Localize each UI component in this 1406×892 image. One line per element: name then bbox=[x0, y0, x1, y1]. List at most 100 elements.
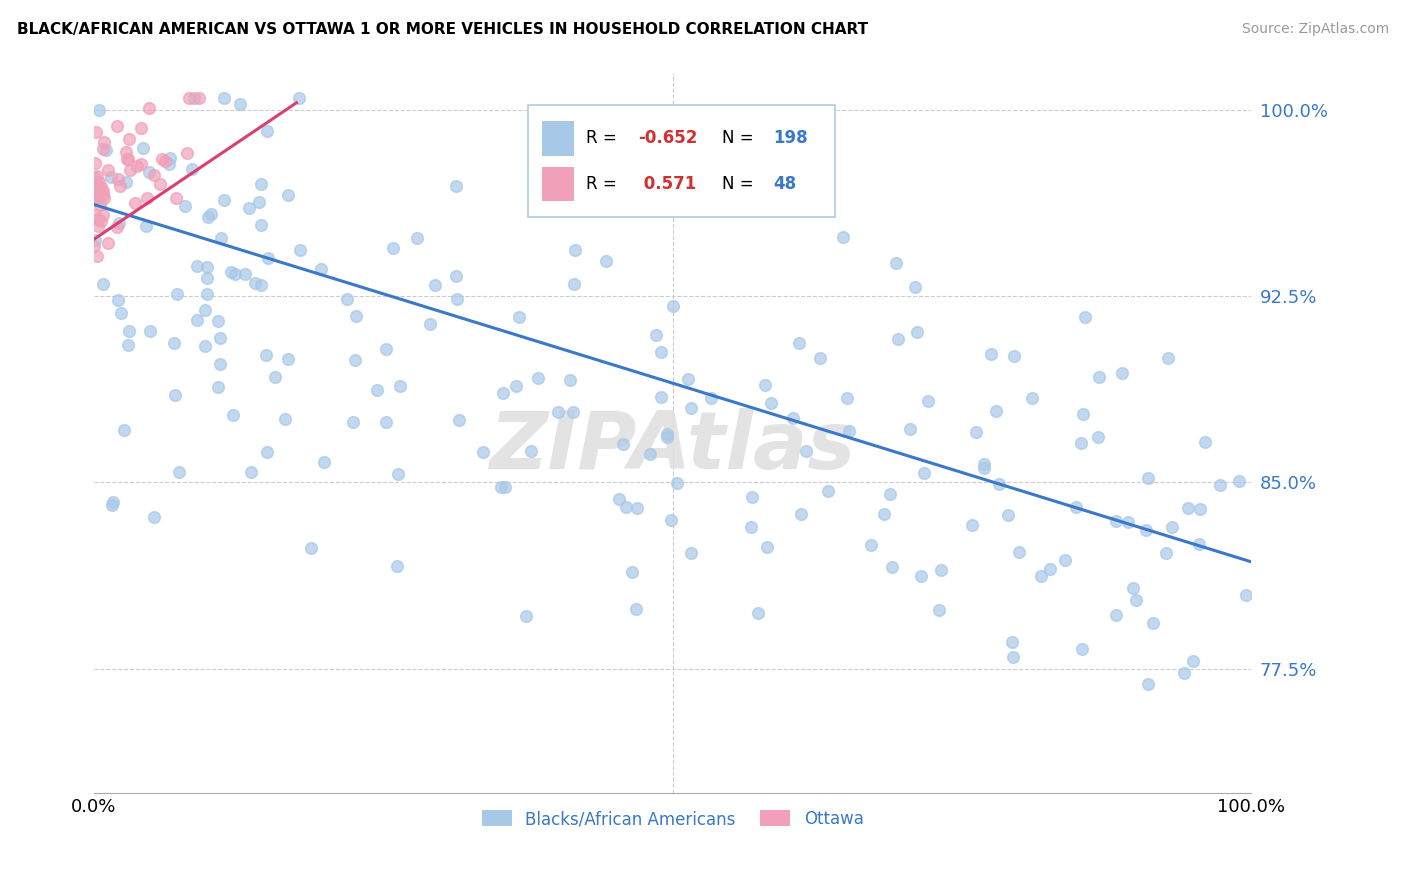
Point bbox=[761, 395, 783, 409]
Point bbox=[444, 268, 467, 283]
Point bbox=[1157, 351, 1180, 365]
Text: ZIPAtlas: ZIPAtlas bbox=[489, 409, 856, 486]
Point bbox=[1177, 501, 1199, 516]
Point bbox=[100, 170, 122, 185]
FancyBboxPatch shape bbox=[529, 105, 835, 217]
Point bbox=[105, 119, 128, 133]
Point bbox=[118, 132, 141, 146]
Point bbox=[97, 162, 120, 177]
Point bbox=[638, 447, 661, 461]
Point bbox=[960, 517, 983, 532]
Point bbox=[1029, 569, 1052, 583]
Point bbox=[112, 423, 135, 437]
Point bbox=[183, 91, 205, 105]
Point bbox=[973, 457, 995, 471]
Point bbox=[165, 190, 187, 204]
Point bbox=[89, 197, 111, 211]
Point bbox=[679, 401, 702, 415]
Point bbox=[886, 333, 908, 347]
Point bbox=[980, 347, 1002, 361]
Bar bbox=[541, 121, 574, 156]
Point bbox=[153, 154, 176, 169]
Point bbox=[614, 500, 637, 514]
Point bbox=[904, 280, 927, 294]
Point bbox=[89, 190, 111, 204]
Point bbox=[245, 276, 267, 290]
Point bbox=[209, 231, 232, 245]
Point bbox=[129, 157, 152, 171]
Point bbox=[83, 179, 105, 194]
Point bbox=[917, 393, 939, 408]
Point bbox=[200, 207, 222, 221]
Point bbox=[142, 168, 165, 182]
Point bbox=[1227, 475, 1250, 489]
Point bbox=[1173, 665, 1195, 680]
Point bbox=[131, 120, 153, 135]
Point bbox=[254, 348, 277, 362]
Point bbox=[83, 208, 105, 222]
Point bbox=[471, 445, 494, 459]
Text: -0.652: -0.652 bbox=[638, 129, 697, 147]
Point bbox=[444, 178, 467, 193]
Point bbox=[115, 145, 138, 159]
Point bbox=[679, 546, 702, 560]
Point bbox=[676, 371, 699, 385]
Point bbox=[125, 159, 148, 173]
Point bbox=[1021, 391, 1043, 405]
Point bbox=[1039, 562, 1062, 576]
Point bbox=[157, 157, 180, 171]
Point bbox=[1135, 523, 1157, 537]
Point bbox=[697, 129, 720, 144]
Point bbox=[910, 568, 932, 582]
Point bbox=[495, 480, 517, 494]
Point bbox=[186, 260, 208, 274]
Point bbox=[195, 271, 218, 285]
Point bbox=[754, 377, 776, 392]
Point bbox=[406, 231, 429, 245]
Point bbox=[900, 422, 922, 436]
Point bbox=[256, 252, 278, 266]
Point bbox=[207, 314, 229, 328]
Point bbox=[139, 324, 162, 338]
Point bbox=[194, 339, 217, 353]
Point bbox=[277, 187, 299, 202]
Point bbox=[263, 369, 285, 384]
Point bbox=[489, 480, 512, 494]
Point bbox=[1137, 676, 1160, 690]
Point bbox=[997, 508, 1019, 522]
Point bbox=[197, 260, 219, 274]
Point bbox=[342, 415, 364, 429]
Point bbox=[91, 208, 114, 222]
Point bbox=[564, 243, 586, 257]
Point bbox=[1189, 502, 1212, 516]
Point bbox=[782, 411, 804, 425]
Point bbox=[1008, 545, 1031, 559]
Point bbox=[86, 169, 108, 184]
Point bbox=[879, 487, 901, 501]
Point bbox=[562, 405, 585, 419]
Point bbox=[929, 563, 952, 577]
Point bbox=[382, 241, 405, 255]
Point bbox=[224, 267, 246, 281]
Point bbox=[1074, 310, 1097, 324]
Point bbox=[423, 277, 446, 292]
Point bbox=[312, 455, 335, 469]
Point bbox=[186, 313, 208, 327]
Point bbox=[90, 180, 112, 194]
Text: N =: N = bbox=[723, 175, 754, 193]
Point bbox=[375, 415, 398, 429]
Point bbox=[508, 310, 530, 325]
Point bbox=[87, 219, 110, 233]
Point bbox=[207, 380, 229, 394]
Point bbox=[505, 379, 527, 393]
Point bbox=[1070, 642, 1092, 657]
Point bbox=[449, 413, 471, 427]
Point bbox=[336, 293, 359, 307]
Point bbox=[179, 91, 201, 105]
Point bbox=[655, 427, 678, 442]
Point bbox=[135, 219, 157, 233]
Point bbox=[1116, 515, 1139, 529]
Point bbox=[250, 218, 273, 232]
Point bbox=[83, 191, 105, 205]
Point bbox=[212, 194, 235, 208]
